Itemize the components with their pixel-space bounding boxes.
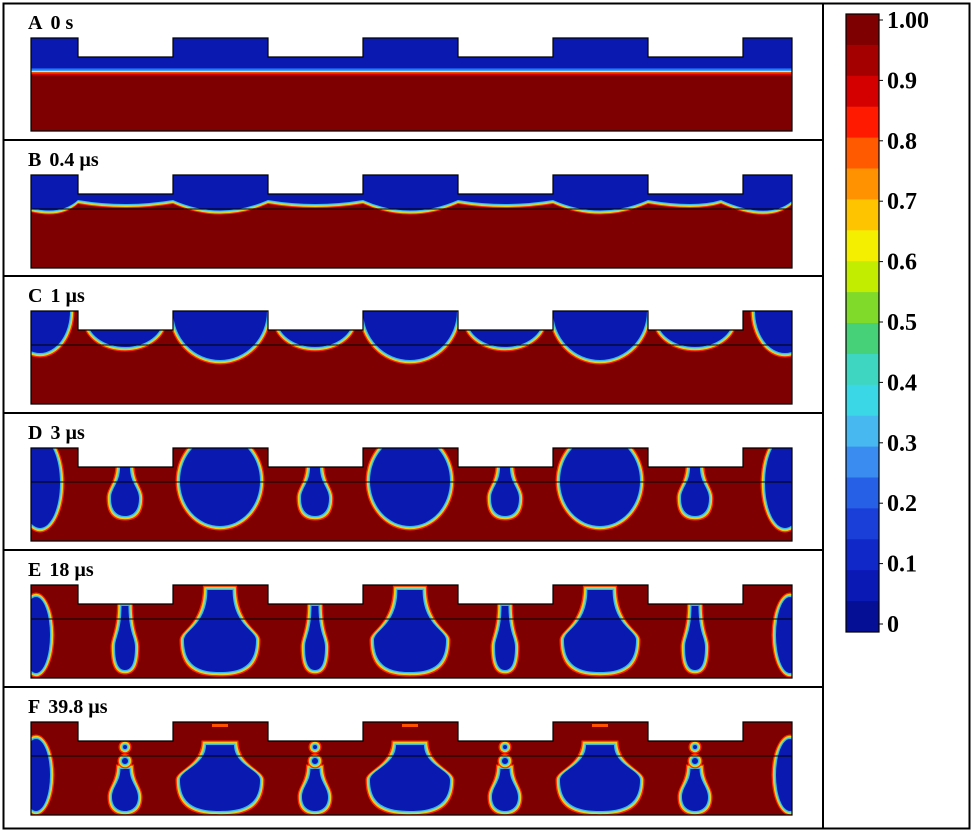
- colorbar-segment: [846, 106, 879, 139]
- colorbar-segment: [846, 570, 879, 602]
- colorbar-tick-label: 0.6: [887, 250, 917, 276]
- colorbar-segment: [846, 539, 879, 571]
- colorbar-tick-label: 0.4: [887, 370, 917, 396]
- panel-letter: D: [28, 422, 42, 444]
- panel-letter: A: [28, 12, 43, 34]
- colorbar-segment: [846, 384, 879, 417]
- colorbar: 1.00 0.9 0.8 0.7 0.6 0.5 0.4 0.3 0.2 0.1 0: [845, 8, 929, 638]
- panel-label: A 0 s: [28, 12, 73, 34]
- colorbar-tick-label: 0.3: [887, 431, 917, 457]
- panel-field: [31, 175, 792, 268]
- colorbar-tick-label: 0.2: [887, 491, 917, 517]
- panel-label: B 0.4 µs: [28, 149, 99, 171]
- colorbar-tick-label: 0.5: [887, 310, 917, 336]
- panel-time: 1 µs: [50, 285, 85, 307]
- colorbar-segment: [846, 477, 879, 509]
- colorbar-tick-label: 0.7: [887, 189, 917, 215]
- domain-outline: [30, 174, 793, 269]
- panel-time: 39.8 µs: [48, 696, 108, 718]
- colorbar-segment: [846, 323, 879, 355]
- colorbar-segment: [846, 446, 879, 478]
- colorbar-tick-label: 1.00: [887, 8, 929, 34]
- colorbar-segment: [846, 199, 879, 231]
- panel-a: A 0 s: [28, 12, 793, 132]
- colorbar-segment: [846, 601, 879, 633]
- panel-letter: F: [28, 696, 40, 718]
- panel-e: E 18 µs: [3, 549, 823, 679]
- domain-outline: [30, 37, 793, 132]
- panel-time: 3 µs: [50, 422, 85, 444]
- colorbar-segment: [846, 292, 879, 324]
- colorbar-segment: [846, 44, 879, 77]
- panel-c: C 1 µs: [3, 275, 823, 405]
- panel-label: D 3 µs: [28, 422, 85, 444]
- domain-outline: [30, 447, 793, 542]
- colorbar-segment: [846, 14, 879, 46]
- colorbar-segment: [846, 137, 879, 169]
- panel-b: B 0.4 µs: [3, 139, 823, 269]
- colorbar-segment: [846, 75, 879, 108]
- panel-letter: B: [28, 149, 41, 171]
- colorbar-segment: [846, 261, 879, 293]
- panel-label: E 18 µs: [28, 559, 94, 581]
- colorbar-segment: [846, 353, 879, 386]
- panel-field: [31, 311, 792, 404]
- domain-outline: [30, 721, 793, 816]
- simulation-panels: A 0 s B 0.4 µs C 1 µs D 3 µs E 18 µs F 39.8 µs: [3, 12, 823, 816]
- panel-time: 0.4 µs: [49, 149, 99, 171]
- panel-field: [31, 585, 792, 678]
- panel-d: D 3 µs: [3, 412, 823, 542]
- panel-field: [31, 38, 792, 131]
- panel-letter: C: [28, 285, 42, 307]
- domain-outline: [30, 584, 793, 679]
- colorbar-tick-label: 0: [887, 612, 899, 638]
- colorbar-tick-label: 0.1: [887, 552, 917, 578]
- colorbar-tick-label: 0.9: [887, 68, 917, 94]
- colorbar-segment: [846, 168, 879, 200]
- colorbar-border: [845, 13, 880, 633]
- panel-field: [31, 722, 792, 815]
- colorbar-segment: [846, 415, 879, 448]
- panel-f: F 39.8 µs: [3, 686, 823, 816]
- panel-letter: E: [28, 559, 41, 581]
- domain-outline: [30, 310, 793, 405]
- panel-label: C 1 µs: [28, 285, 85, 307]
- panel-time: 18 µs: [49, 559, 94, 581]
- colorbar-segment: [846, 230, 879, 262]
- panel-time: 0 s: [50, 12, 73, 34]
- colorbar-tick-label: 0.8: [887, 129, 917, 155]
- panel-field: [31, 448, 792, 541]
- panel-label: F 39.8 µs: [28, 696, 108, 718]
- colorbar-segment: [846, 508, 879, 540]
